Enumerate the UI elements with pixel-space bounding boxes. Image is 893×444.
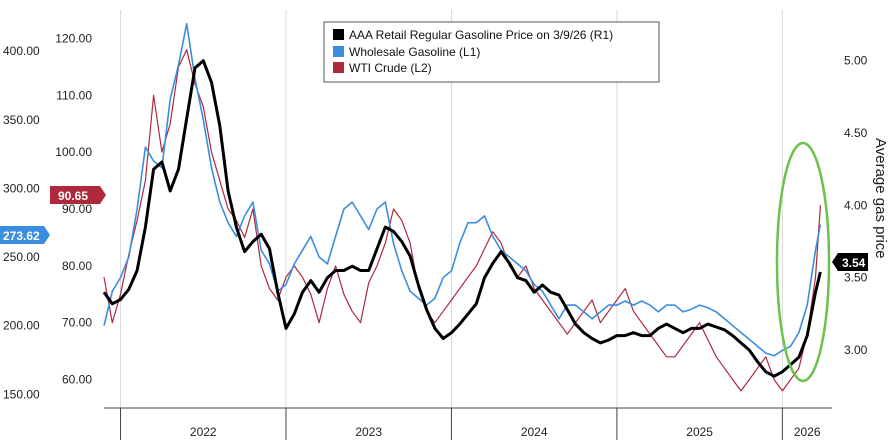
r1-tick-label: 4.50 — [844, 126, 868, 140]
series-line-wti — [103, 49, 821, 392]
l2-tick-label: 120.00 — [55, 31, 92, 45]
highlight-ellipse — [775, 141, 831, 383]
badge-wti: 90.65 — [50, 186, 106, 204]
l1-tick-label: 400.00 — [3, 44, 40, 58]
l1-tick-label: 150.00 — [3, 387, 40, 401]
badge-wholesale-value: 273.62 — [3, 229, 40, 243]
x-tick-label: 2024 — [521, 425, 548, 439]
r1-tick-label: 5.00 — [844, 54, 868, 68]
badge-retail: 3.54 — [832, 253, 868, 271]
l1-tick-label: 350.00 — [3, 113, 40, 127]
left-axis-l2-ticks: 60.00 70.00 80.00 90.00 100.00 110.00 120.00 — [55, 31, 92, 386]
legend-label-retail: AAA Retail Regular Gasoline Price on 3/9… — [349, 28, 613, 42]
r1-tick-label: 3.00 — [844, 343, 868, 357]
legend-label-wholesale: Wholesale Gasoline (L1) — [349, 45, 480, 59]
x-tick-label: 2026 — [794, 425, 821, 439]
l2-tick-label: 70.00 — [62, 316, 92, 330]
l2-tick-label: 100.00 — [55, 145, 92, 159]
badge-wholesale: 273.62 — [0, 226, 50, 244]
series-group — [102, 22, 822, 392]
l2-tick-label: 90.00 — [62, 202, 92, 216]
legend-swatch-retail — [333, 29, 344, 40]
badge-wti-shape — [50, 186, 106, 204]
right-axis-r1-ticks: 3.00 3.50 4.00 4.50 5.00 — [844, 54, 868, 357]
badge-retail-shape — [832, 253, 868, 271]
legend-swatch-wholesale — [333, 46, 344, 57]
x-axis-ticks: 2022 2023 2024 2025 2026 — [120, 408, 821, 440]
l1-tick-label: 300.00 — [3, 181, 40, 195]
series-line-retail — [102, 59, 822, 378]
right-axis-title: Average gas price — [872, 138, 889, 259]
x-tick-label: 2023 — [355, 425, 382, 439]
x-tick-label: 2025 — [686, 425, 713, 439]
l2-tick-label: 60.00 — [62, 373, 92, 387]
l2-tick-label: 80.00 — [62, 259, 92, 273]
legend: AAA Retail Regular Gasoline Price on 3/9… — [323, 21, 660, 83]
legend-label-wti: WTI Crude (L2) — [349, 61, 432, 75]
badge-wti-value: 90.65 — [58, 189, 88, 203]
badge-retail-value: 3.54 — [842, 256, 866, 270]
legend-swatch-wti — [333, 62, 344, 73]
l2-tick-label: 110.00 — [56, 88, 92, 102]
l1-tick-label: 250.00 — [3, 250, 40, 264]
r1-tick-label: 4.00 — [844, 198, 868, 212]
legend-box — [323, 21, 660, 83]
l1-tick-label: 200.00 — [3, 319, 40, 333]
badge-wholesale-shape — [0, 226, 50, 244]
series-line-wholesale — [103, 22, 822, 357]
x-tick-label: 2022 — [190, 425, 217, 439]
r1-tick-label: 3.50 — [844, 271, 868, 285]
left-axis-l1-ticks: 150.00 200.00 250.00 300.00 350.00 400.00 — [3, 44, 40, 401]
